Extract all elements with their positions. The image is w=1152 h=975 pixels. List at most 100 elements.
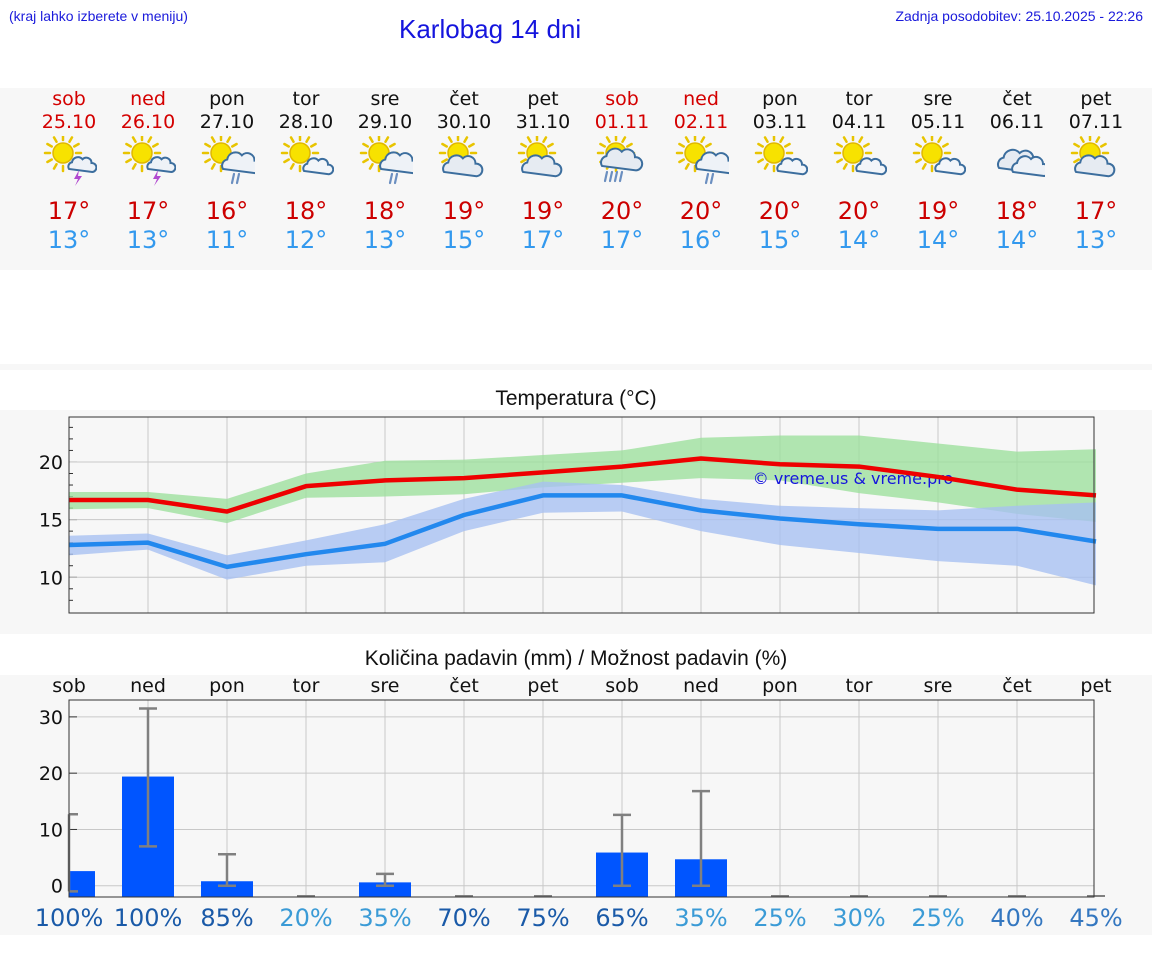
precipitation-probability: 40%	[990, 904, 1044, 932]
min-temperature: 11°	[205, 226, 249, 254]
min-temperature: 13°	[363, 226, 407, 254]
cloud-shape	[302, 157, 334, 176]
icon-group	[754, 136, 808, 176]
icon-graphic	[833, 136, 887, 176]
date-label: 03.11	[752, 111, 808, 133]
max-temperature: 20°	[758, 197, 802, 225]
y-tick-label: 10	[39, 567, 63, 589]
temperature-chart: 10 15 20 © vreme.us & vreme.pro	[39, 416, 1097, 614]
cloud-shape	[934, 157, 966, 176]
page-title: Karlobag 14 dni	[399, 14, 582, 44]
y-tick-label: 0	[51, 876, 63, 898]
icon-group	[1070, 136, 1116, 178]
precip-day-label: pon	[762, 675, 798, 697]
sun-cloud-rain-icon	[187, 136, 267, 186]
precip-day-label: ned	[683, 675, 719, 697]
min-temperature: 13°	[126, 226, 170, 254]
precip-day-label: sre	[370, 675, 400, 697]
icon-group	[517, 136, 563, 178]
icon-group	[280, 136, 334, 176]
sun-disc	[52, 142, 74, 164]
min-temperature: 12°	[284, 226, 328, 254]
sun-cloud-icon	[503, 136, 583, 186]
icon-graphic	[122, 136, 176, 186]
precipitation-probability: 100%	[34, 904, 104, 932]
icon-graphic	[754, 136, 808, 176]
temperature-chart-title: Temperatura (°C)	[495, 387, 657, 410]
date-label: 07.11	[1068, 111, 1124, 133]
rain-drop	[388, 172, 394, 185]
cloud-shape	[600, 147, 644, 172]
y-tick-label: 10	[39, 819, 63, 841]
max-temperature: 18°	[363, 197, 407, 225]
date-label: 05.11	[910, 111, 966, 133]
precipitation-probability: 25%	[753, 904, 807, 932]
sun-disc	[763, 142, 785, 164]
precipitation-probability: 35%	[674, 904, 728, 932]
weekday-label: tor	[845, 88, 873, 110]
weekday-label: sob	[605, 88, 639, 110]
weekday-label: ned	[683, 88, 719, 110]
date-label: 26.10	[120, 111, 176, 133]
date-label: 25.10	[41, 111, 97, 133]
precipitation-bar	[359, 882, 411, 897]
max-temperature: 17°	[1074, 197, 1118, 225]
max-temperature: 17°	[47, 197, 91, 225]
icon-group	[438, 136, 484, 178]
sun-cloud-storm-icon	[108, 136, 188, 186]
max-temperature-range	[69, 435, 1096, 524]
sun-cloud-icon	[424, 136, 504, 186]
watermark: © vreme.us & vreme.pro	[753, 469, 954, 488]
icon-graphic	[596, 136, 644, 183]
min-temperature: 16°	[679, 226, 723, 254]
min-temperature: 14°	[995, 226, 1039, 254]
icon-graphic	[997, 148, 1045, 178]
sun-cloud-heavy-rain-icon	[582, 136, 662, 186]
max-temperature: 18°	[995, 197, 1039, 225]
weekday-label: čet	[1002, 88, 1032, 110]
precipitation-probability: 75%	[516, 904, 570, 932]
rain-drop	[230, 172, 236, 185]
y-tick-label: 20	[39, 452, 63, 474]
cloud-shape	[379, 151, 413, 175]
max-temperature: 19°	[916, 197, 960, 225]
sun-disc	[289, 142, 311, 164]
weekday-label: sre	[370, 88, 400, 110]
cloud-icon	[977, 136, 1057, 186]
precipitation-chart: 0 10 20 30	[39, 699, 1105, 898]
sun-cloud-rain-icon	[345, 136, 425, 186]
min-temperature: 13°	[1074, 226, 1118, 254]
precip-day-label: pet	[527, 675, 559, 697]
forecast-strip-background	[0, 88, 1152, 270]
min-temperature-line	[68, 493, 1097, 570]
cloud-shape	[695, 151, 729, 175]
icon-graphic	[280, 136, 334, 176]
weekday-label: pet	[1080, 88, 1112, 110]
date-label: 29.10	[357, 111, 413, 133]
icon-graphic	[201, 136, 255, 185]
y-tick-label: 20	[39, 763, 63, 785]
precipitation-bar	[201, 881, 253, 897]
min-temperature: 13°	[47, 226, 91, 254]
rain-drop	[235, 172, 241, 185]
cloud-shape	[521, 154, 563, 178]
weekday-label: pon	[762, 88, 798, 110]
icon-group	[201, 136, 255, 185]
icon-group	[43, 136, 97, 186]
max-temperature: 18°	[284, 197, 328, 225]
date-label: 04.11	[831, 111, 887, 133]
cloud-shape	[1074, 154, 1116, 178]
precipitation-probability: 35%	[358, 904, 412, 932]
icon-graphic	[675, 136, 729, 185]
precipitation-probability: 65%	[595, 904, 649, 932]
precipitation-probability: 45%	[1069, 904, 1123, 932]
date-label: 31.10	[515, 111, 571, 133]
icon-graphic	[43, 136, 97, 186]
icon-group	[833, 136, 887, 176]
max-temperature: 16°	[205, 197, 249, 225]
y-tick-label: 30	[39, 707, 63, 729]
cloud-shape	[221, 151, 255, 175]
cloud-shape	[67, 156, 97, 174]
sun-cloud-rain-icon	[661, 136, 741, 186]
precip-day-label: pet	[1080, 675, 1112, 697]
